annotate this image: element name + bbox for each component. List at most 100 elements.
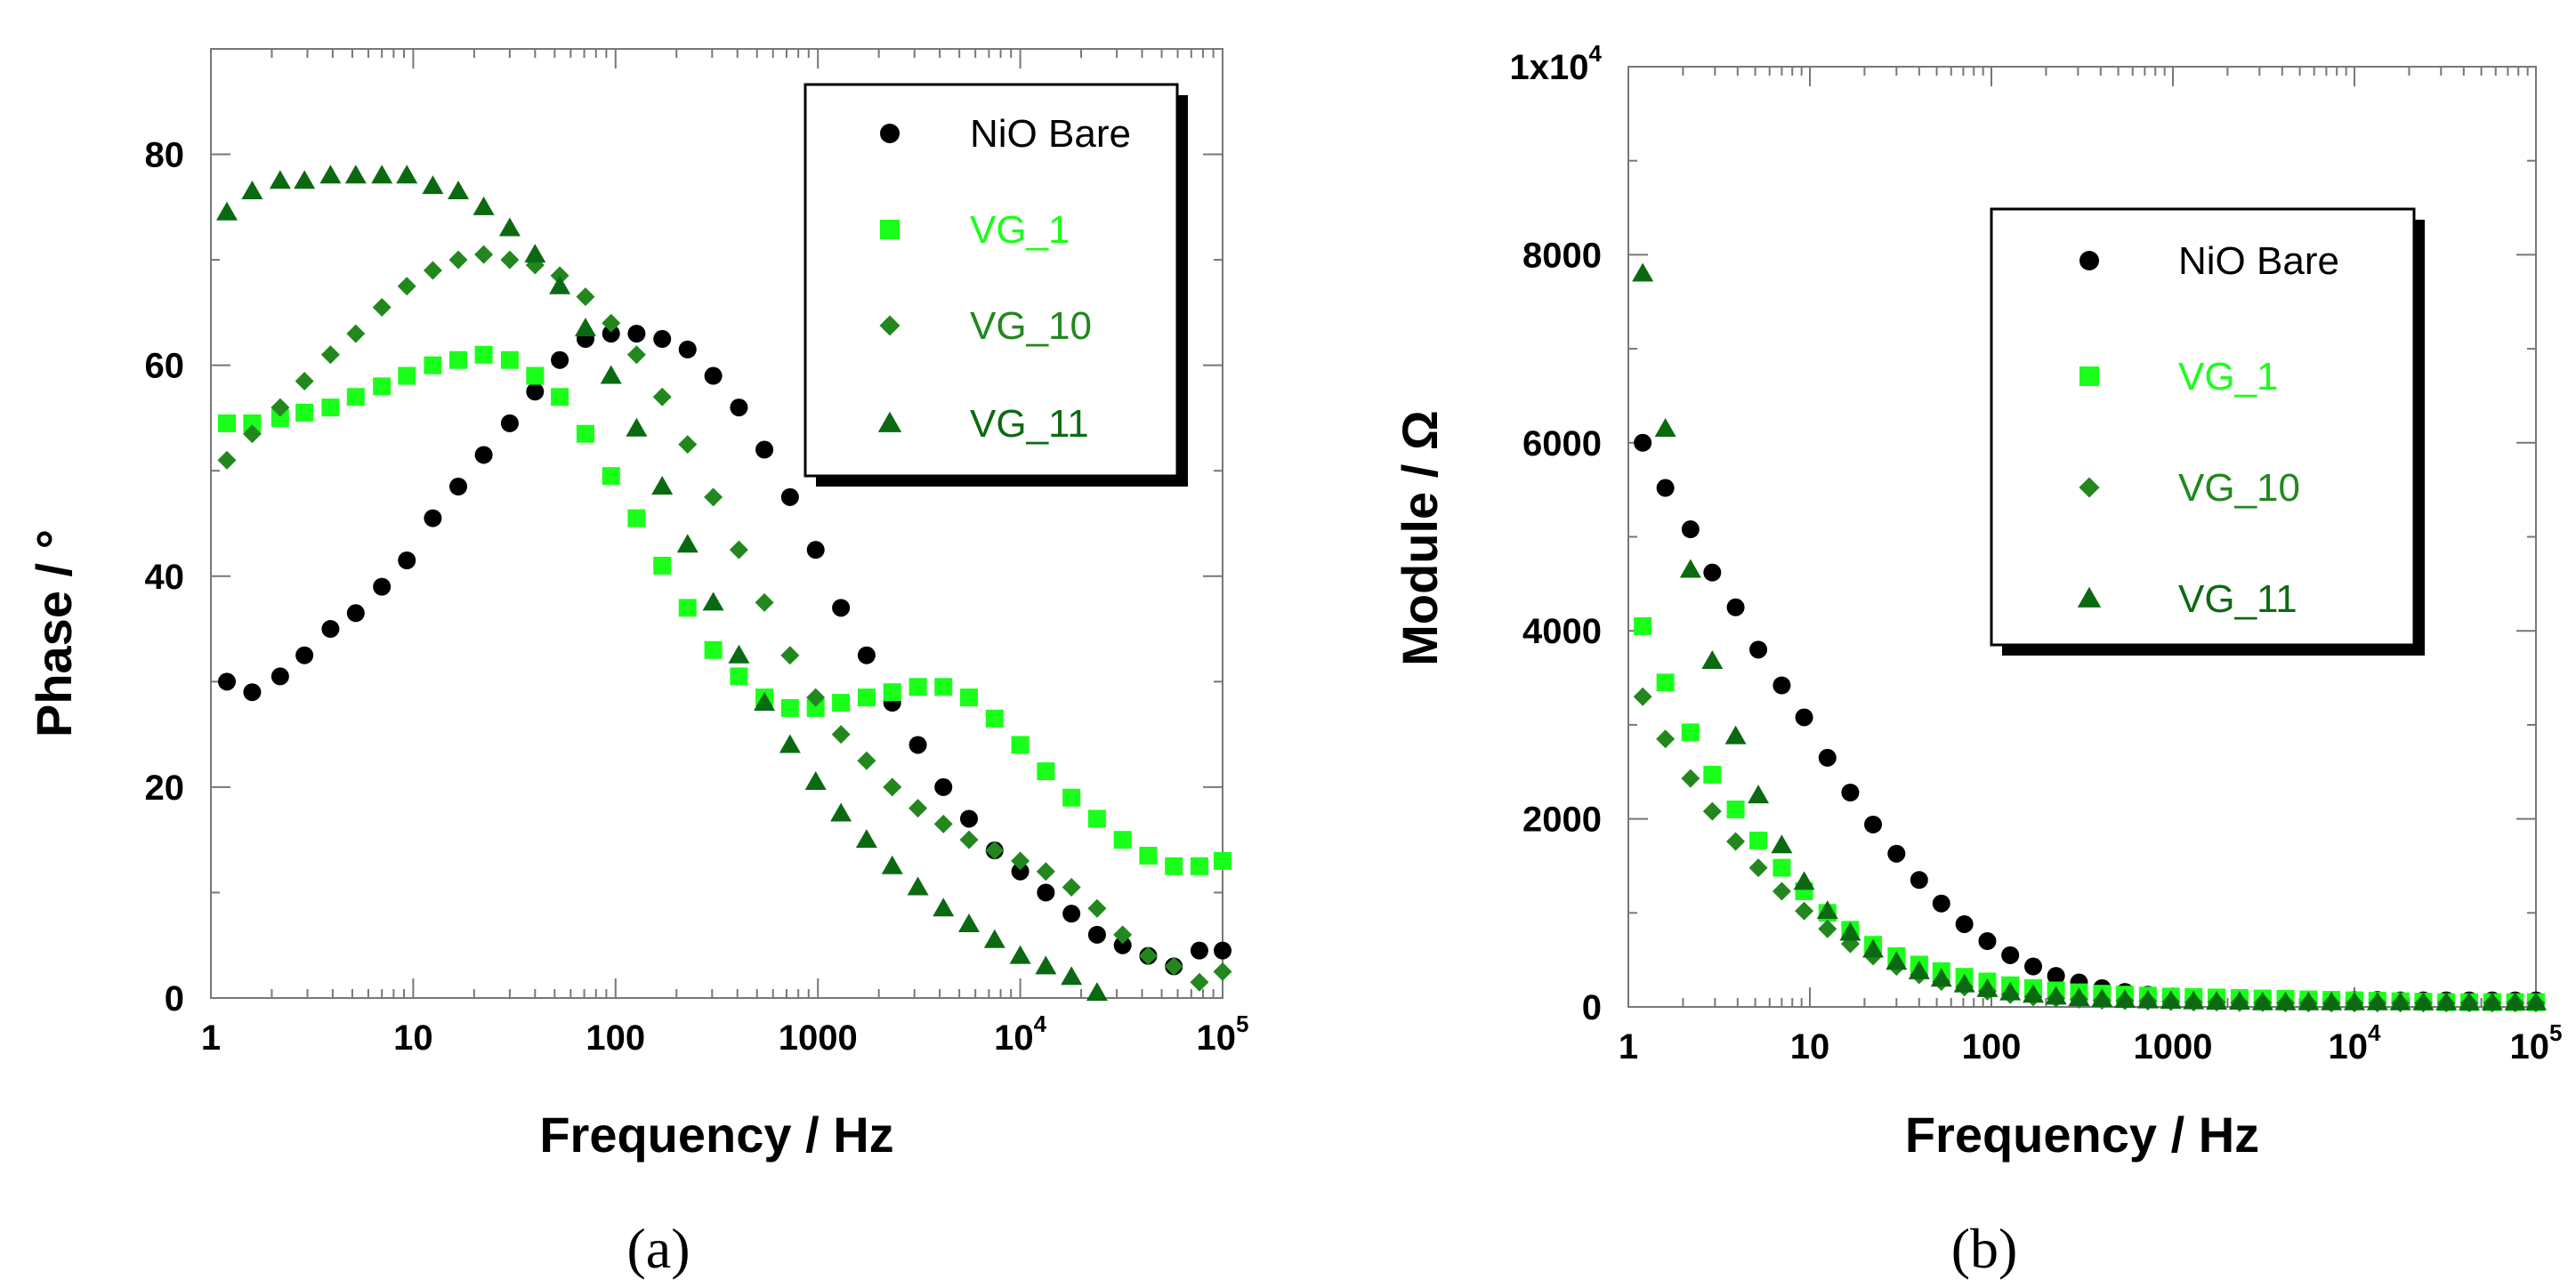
data-point <box>1062 905 1081 923</box>
data-point <box>1062 878 1081 898</box>
data-point <box>908 678 927 696</box>
data-point <box>500 250 520 270</box>
data-point <box>2321 991 2343 1010</box>
y-tick-label: 4000 <box>1522 612 1602 651</box>
data-point <box>883 777 902 797</box>
data-point <box>423 261 442 280</box>
data-point <box>855 829 877 849</box>
data-point <box>218 414 237 432</box>
data-point <box>730 398 748 417</box>
data-point <box>344 165 367 184</box>
data-point <box>218 672 237 691</box>
y-tick-label: 80 <box>145 136 185 175</box>
data-point <box>1908 960 1930 979</box>
data-point <box>216 201 238 221</box>
data-point <box>907 876 929 896</box>
data-point <box>1955 914 1974 933</box>
data-point <box>373 377 392 396</box>
data-point <box>2435 991 2458 1010</box>
data-point <box>217 450 237 470</box>
data-point <box>806 698 825 717</box>
y-tick-label: 20 <box>145 769 185 808</box>
data-point <box>294 170 316 189</box>
legend-box <box>1990 207 2416 647</box>
legend-label: VG_11 <box>2178 577 2297 621</box>
data-point <box>2525 991 2547 1010</box>
y-tick-label: 0 <box>1582 988 1602 1027</box>
data-point <box>908 736 927 754</box>
data-point <box>1634 433 1652 452</box>
data-point <box>448 250 468 270</box>
data-point <box>1087 898 1107 918</box>
data-point <box>1887 844 1906 863</box>
data-point <box>832 694 851 712</box>
data-point <box>372 297 392 317</box>
x-axis-label: Frequency / Hz <box>539 1107 893 1163</box>
data-point <box>2068 986 2090 1006</box>
legend-marker <box>879 315 900 336</box>
x-tick-label: 100 <box>585 1018 645 1058</box>
y-tick-label: 8000 <box>1522 236 1602 275</box>
data-point <box>1771 834 1793 854</box>
series-vg-10 <box>217 245 1232 992</box>
data-point <box>243 683 262 702</box>
data-point <box>1138 946 1158 966</box>
data-point <box>346 388 365 407</box>
x-tick-label: 104 <box>994 1010 1047 1058</box>
data-point <box>1702 801 1722 821</box>
data-point <box>627 325 646 343</box>
data-point <box>295 371 314 390</box>
data-point <box>2481 991 2503 1010</box>
data-point <box>602 313 621 333</box>
data-point <box>1679 559 1701 578</box>
data-point <box>500 414 519 432</box>
x-axis-label: Frequency / Hz <box>1905 1107 2259 1163</box>
x-tick-label: 1 <box>201 1018 221 1058</box>
y-tick-label: 40 <box>145 558 185 597</box>
x-tick-label: 105 <box>2510 1019 2563 1067</box>
data-point <box>295 404 314 423</box>
legend-label: VG_10 <box>2178 466 2300 510</box>
data-point <box>2047 967 2065 986</box>
data-point <box>243 414 262 432</box>
legend-label: VG_1 <box>970 208 1070 252</box>
data-point <box>933 814 953 833</box>
legend-label: VG_10 <box>970 304 1092 348</box>
data-point <box>704 640 723 659</box>
data-point <box>959 809 978 828</box>
data-point <box>779 734 801 753</box>
x-tick-label: 1 <box>1619 1027 1638 1067</box>
chart-a: 1 10 100 1000 104 105 0 20 40 60 80 Frequency / Hz P… <box>26 48 1248 1280</box>
data-point <box>831 725 851 745</box>
data-point <box>985 841 1005 860</box>
data-point <box>1748 858 1768 878</box>
data-point <box>1011 736 1030 754</box>
data-point <box>1978 932 1997 951</box>
figure-caption: (a) <box>626 1217 690 1280</box>
legend-marker <box>2079 251 2099 270</box>
data-point <box>832 599 851 617</box>
legend-label: NiO Bare <box>970 112 1131 156</box>
data-point <box>2504 991 2526 1010</box>
data-point <box>1816 900 1838 920</box>
data-point <box>295 646 314 664</box>
data-point <box>1139 846 1158 865</box>
data-point <box>1011 851 1030 871</box>
data-point <box>1113 936 1132 954</box>
x-tick-label: 1000 <box>2134 1027 2213 1067</box>
y-tick-label: 6000 <box>1522 424 1602 463</box>
data-point <box>2091 988 2113 1008</box>
data-point <box>678 435 698 455</box>
data-point <box>626 345 646 365</box>
data-point <box>1724 725 1747 745</box>
data-point <box>959 688 978 707</box>
data-point <box>678 340 697 358</box>
data-point <box>549 275 571 294</box>
data-point <box>653 556 672 575</box>
data-point <box>704 487 723 507</box>
data-point <box>857 751 876 770</box>
data-point <box>2136 989 2159 1009</box>
plot-frame <box>210 48 1223 999</box>
data-point <box>652 387 672 407</box>
data-point <box>1633 687 1652 706</box>
